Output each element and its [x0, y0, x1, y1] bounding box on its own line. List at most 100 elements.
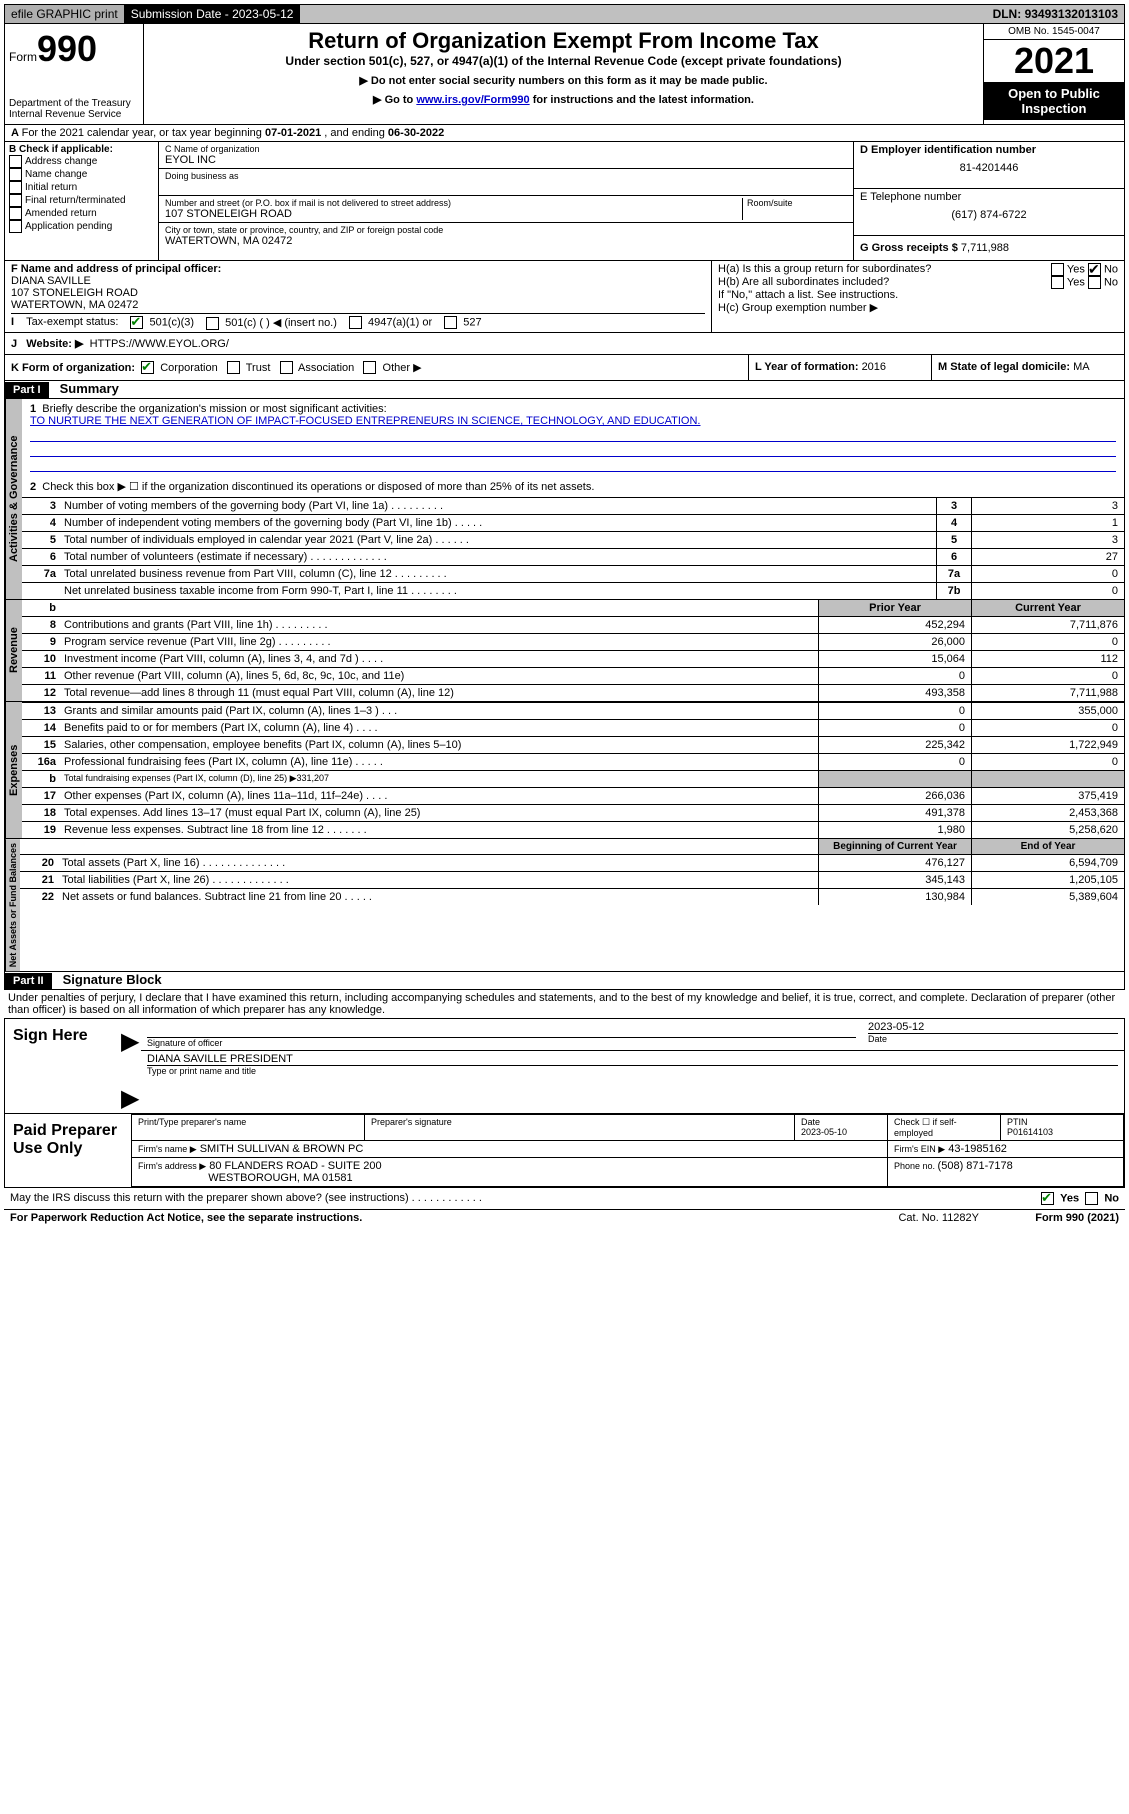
firm-addr1: 80 FLANDERS ROAD - SUITE 200: [209, 1160, 381, 1172]
chk-assoc[interactable]: Association: [280, 362, 355, 374]
discuss-yes-label: Yes: [1060, 1193, 1079, 1205]
street-label: Number and street (or P.O. box if mail i…: [165, 198, 742, 208]
vlabel-exp: Expenses: [5, 702, 22, 838]
chk-final[interactable]: Final return/terminated: [9, 194, 154, 207]
opt-501c3: 501(c)(3): [149, 316, 194, 328]
summary-line: 6Total number of volunteers (estimate if…: [22, 548, 1124, 565]
dln: DLN: 93493132013103: [987, 5, 1124, 23]
ha-text: H(a) Is this a group return for subordin…: [718, 263, 1051, 276]
officer-street: 107 STONELEIGH ROAD: [11, 287, 705, 299]
hb-yes[interactable]: Yes: [1051, 276, 1085, 289]
dln-label: DLN:: [993, 7, 1025, 21]
firm-phone-label: Phone no.: [894, 1161, 938, 1171]
opt-name: Name change: [25, 169, 87, 180]
chk-527[interactable]: 527: [444, 316, 481, 330]
box-f: F Name and address of principal officer:…: [5, 261, 711, 332]
hb-no[interactable]: No: [1088, 276, 1118, 289]
discuss-no[interactable]: No: [1085, 1192, 1119, 1205]
sign-here-label: Sign Here: [5, 1019, 121, 1113]
part1-badge: Part I: [5, 382, 49, 398]
summary-line: 3Number of voting members of the governi…: [22, 497, 1124, 514]
footer-row: For Paperwork Reduction Act Notice, see …: [4, 1210, 1125, 1226]
open-public-badge: Open to Public Inspection: [984, 82, 1124, 120]
discuss-yes[interactable]: Yes: [1041, 1192, 1079, 1205]
chk-other[interactable]: Other ▶: [363, 362, 421, 374]
paid-preparer-label: Paid Preparer Use Only: [5, 1114, 131, 1187]
sig-officer-label: Signature of officer: [147, 1038, 856, 1048]
ein-label: D Employer identification number: [860, 144, 1118, 156]
vlabel-net: Net Assets or Fund Balances: [5, 839, 20, 971]
city-value: WATERTOWN, MA 02472: [165, 235, 847, 247]
box-b-label: B Check if applicable:: [9, 144, 154, 155]
ha-no[interactable]: No: [1088, 263, 1118, 276]
website-label: Website: ▶: [26, 338, 83, 350]
opt-527: 527: [463, 316, 481, 328]
chk-address[interactable]: Address change: [9, 155, 154, 168]
irs-link[interactable]: www.irs.gov/Form990: [416, 94, 529, 106]
summary-line: 13Grants and similar amounts paid (Part …: [22, 702, 1124, 719]
officer-name-label: Type or print name and title: [147, 1065, 1118, 1076]
omb-number: OMB No. 1545-0047: [984, 24, 1124, 40]
form-title: Return of Organization Exempt From Incom…: [152, 28, 975, 54]
submission-date-btn[interactable]: Submission Date - 2023-05-12: [125, 5, 301, 23]
sign-date: 2023-05-12: [868, 1021, 1118, 1033]
row-i: I Tax-exempt status: 501(c)(3) 501(c) ( …: [11, 313, 705, 330]
irs-label: Internal Revenue Service: [9, 109, 139, 120]
summary-line: 17Other expenses (Part IX, column (A), l…: [22, 787, 1124, 804]
opt-trust: Trust: [246, 362, 271, 374]
efile-label[interactable]: efile GRAPHIC print: [5, 5, 125, 23]
prep-h1: Print/Type preparer's name: [138, 1117, 246, 1127]
summary-line: 10Investment income (Part VIII, column (…: [22, 650, 1124, 667]
note2-post: for instructions and the latest informat…: [530, 94, 754, 106]
chk-name[interactable]: Name change: [9, 168, 154, 181]
street-value: 107 STONELEIGH ROAD: [165, 208, 742, 220]
hb-text: H(b) Are all subordinates included?: [718, 276, 1051, 289]
discuss-no-label: No: [1104, 1193, 1119, 1205]
chk-501c3[interactable]: 501(c)(3): [130, 316, 194, 330]
officer-label: F Name and address of principal officer:: [11, 263, 705, 275]
firm-ein: 43-1985162: [948, 1143, 1007, 1155]
opt-corp: Corporation: [160, 362, 217, 374]
domicile-label: M State of legal domicile:: [938, 361, 1073, 373]
top-bar: efile GRAPHIC print Submission Date - 20…: [4, 4, 1125, 24]
opt-initial: Initial return: [25, 182, 77, 193]
chk-pending[interactable]: Application pending: [9, 220, 154, 233]
chk-501c[interactable]: 501(c) ( ) ◀ (insert no.): [206, 316, 337, 330]
opt-amended: Amended return: [25, 208, 97, 219]
chk-amended[interactable]: Amended return: [9, 207, 154, 220]
box-l: L Year of formation: 2016: [748, 355, 931, 381]
opt-501c: 501(c) ( ) ◀ (insert no.): [225, 317, 337, 329]
row-klm: K Form of organization: Corporation Trus…: [4, 355, 1125, 382]
yes-label2: Yes: [1067, 276, 1085, 288]
summary-line: 7aTotal unrelated business revenue from …: [22, 565, 1124, 582]
ha-yes[interactable]: Yes: [1051, 263, 1085, 276]
box-deg: D Employer identification number 81-4201…: [853, 142, 1124, 260]
chk-4947[interactable]: 4947(a)(1) or: [349, 316, 432, 330]
part2-title: Signature Block: [55, 972, 162, 987]
website-value: HTTPS://WWW.EYOL.ORG/: [90, 338, 229, 350]
discuss-text: May the IRS discuss this return with the…: [10, 1192, 482, 1205]
summary-line: 18Total expenses. Add lines 13–17 (must …: [22, 804, 1124, 821]
prep-h5: PTIN: [1007, 1117, 1028, 1127]
hb-note: If "No," attach a list. See instructions…: [718, 289, 1118, 301]
period-text-a: For the 2021 calendar year, or tax year …: [22, 127, 265, 139]
preparer-table: Print/Type preparer's name Preparer's si…: [131, 1114, 1124, 1187]
note2-pre: ▶ Go to: [373, 94, 416, 106]
chk-initial[interactable]: Initial return: [9, 181, 154, 194]
firm-label: Firm's name ▶: [138, 1144, 197, 1154]
section-expenses: Expenses 13Grants and similar amounts pa…: [4, 702, 1125, 839]
yes-label: Yes: [1067, 263, 1085, 275]
summary-line: 11Other revenue (Part VIII, column (A), …: [22, 667, 1124, 684]
vlabel-rev: Revenue: [5, 600, 22, 701]
summary-line: 19Revenue less expenses. Subtract line 1…: [22, 821, 1124, 838]
pra-notice: For Paperwork Reduction Act Notice, see …: [10, 1212, 362, 1224]
opt-final: Final return/terminated: [25, 195, 126, 206]
form-number: 990: [37, 28, 97, 69]
vlabel-gov: Activities & Governance: [5, 399, 22, 599]
summary-line: 16aProfessional fundraising fees (Part I…: [22, 753, 1124, 770]
box-b: B Check if applicable: Address change Na…: [5, 142, 159, 260]
period-text-b: , and ending: [321, 127, 388, 139]
chk-corp[interactable]: Corporation: [141, 362, 218, 374]
box-m: M State of legal domicile: MA: [931, 355, 1124, 381]
chk-trust[interactable]: Trust: [227, 362, 271, 374]
